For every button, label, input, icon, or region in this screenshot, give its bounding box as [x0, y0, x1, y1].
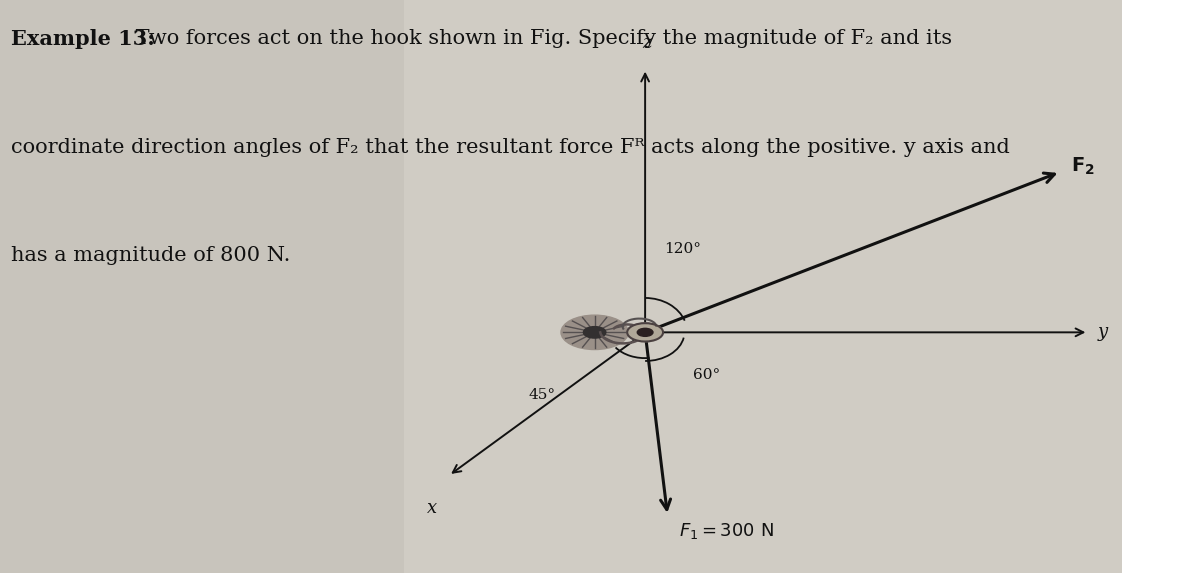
Circle shape — [560, 315, 629, 350]
Circle shape — [583, 327, 606, 338]
Text: z: z — [643, 34, 652, 52]
Text: coordinate direction angles of F₂ that the resultant force Fᴿ acts along the pos: coordinate direction angles of F₂ that t… — [11, 138, 1010, 156]
Text: has a magnitude of 800 N.: has a magnitude of 800 N. — [11, 246, 290, 265]
Bar — [0, 0, 404, 573]
Text: $F_1 = 300\ \mathrm{N}$: $F_1 = 300\ \mathrm{N}$ — [679, 521, 774, 541]
Text: 45°: 45° — [528, 388, 556, 402]
Text: y: y — [1097, 323, 1108, 342]
Text: x: x — [427, 499, 437, 516]
Circle shape — [628, 323, 664, 342]
Bar — [404, 0, 1122, 573]
Text: $\mathbf{F_2}$: $\mathbf{F_2}$ — [1072, 155, 1096, 177]
Text: Example 13:: Example 13: — [11, 29, 155, 49]
Text: 120°: 120° — [664, 242, 701, 256]
Circle shape — [637, 328, 653, 336]
Text: 60°: 60° — [694, 368, 721, 382]
Text: Two forces act on the hook shown in Fig. Specify the magnitude of F₂ and its: Two forces act on the hook shown in Fig.… — [130, 29, 952, 48]
